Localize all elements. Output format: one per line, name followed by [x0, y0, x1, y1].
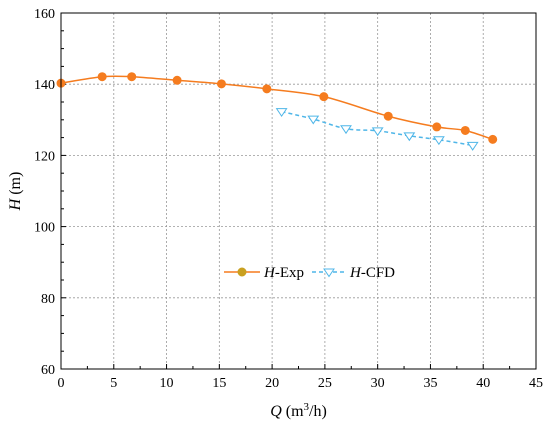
- series-exp: [56, 72, 498, 144]
- x-tick-label: 0: [58, 376, 65, 391]
- y-tick-label: 140: [34, 78, 55, 93]
- x-tick-label: 25: [318, 376, 332, 391]
- grid: [61, 13, 536, 369]
- legend-label-var: H: [263, 265, 276, 281]
- x-tick-label: 5: [110, 376, 117, 391]
- data-point: [432, 136, 445, 146]
- data-point: [127, 72, 137, 82]
- data-point: [466, 141, 479, 151]
- data-point: [383, 111, 393, 121]
- tick-labels: 0 5 10 15 20 25 30 35 40 45 60 80 100 120 140 160: [34, 7, 543, 391]
- series-cfd: [275, 108, 479, 151]
- x-tick-label: 40: [476, 376, 490, 391]
- x-tick-label: 35: [423, 376, 437, 391]
- data-point: [262, 84, 272, 94]
- plot-frame: [60, 12, 537, 370]
- data-point: [319, 92, 329, 102]
- y-tick-label: 100: [34, 221, 55, 236]
- y-tick-label: 80: [41, 292, 55, 307]
- y-tick-label: 60: [41, 363, 55, 378]
- x-axis-unit-prefix: (m: [282, 403, 304, 420]
- legend-label-suffix: -CFD: [361, 265, 395, 281]
- x-axis-unit-suffix: /h): [309, 403, 327, 420]
- x-tick-label: 20: [265, 376, 279, 391]
- x-axis-var: Q: [270, 403, 282, 420]
- legend-label: H-Exp: [263, 265, 304, 281]
- data-point: [275, 108, 288, 118]
- x-tick-label: 10: [160, 376, 174, 391]
- data-point: [371, 127, 384, 137]
- legend: H-Exp H-CFD: [224, 265, 395, 281]
- data-point: [97, 72, 107, 82]
- y-axis-unit: (m): [7, 172, 24, 199]
- data-point: [340, 125, 352, 135]
- data-point: [403, 132, 416, 142]
- y-tick-label: 120: [34, 149, 55, 164]
- legend-marker: [237, 267, 247, 277]
- data-point: [460, 125, 470, 135]
- data-point: [216, 79, 226, 89]
- legend-item: H-Exp: [224, 265, 304, 281]
- legend-marker: [323, 268, 335, 278]
- x-tick-label: 45: [529, 376, 543, 391]
- data-point: [307, 115, 320, 125]
- y-axis-var: H: [7, 197, 24, 211]
- x-tick-label: 15: [212, 376, 226, 391]
- legend-label-suffix: -Exp: [275, 265, 304, 281]
- y-tick-label: 160: [34, 7, 55, 22]
- data-point: [172, 75, 182, 85]
- x-axis-unit-sup: 3: [304, 401, 310, 413]
- y-axis-label: H (m): [7, 172, 24, 212]
- data-point: [432, 122, 442, 132]
- x-tick-label: 30: [371, 376, 385, 391]
- series-line: [60, 75, 493, 141]
- legend-item: H-CFD: [312, 265, 395, 281]
- legend-label: H-CFD: [349, 265, 395, 281]
- legend-label-var: H: [349, 265, 362, 281]
- data-point: [488, 134, 498, 144]
- series-layer: [56, 72, 498, 151]
- x-axis-label: Q (m3/h): [270, 401, 327, 420]
- axis-ticks: [60, 12, 537, 370]
